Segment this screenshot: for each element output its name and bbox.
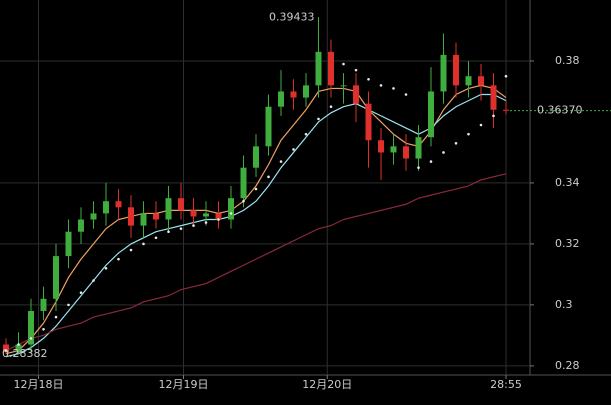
sar-dot <box>267 175 270 179</box>
sar-dot <box>92 279 95 282</box>
candle-body <box>503 109 509 111</box>
sar-dot <box>504 74 508 78</box>
sar-dot <box>417 166 420 169</box>
candle-body <box>315 51 322 86</box>
y-tick-label: 0.28 <box>555 359 580 372</box>
candle-body <box>278 91 284 107</box>
sar-dot <box>467 132 470 136</box>
sar-dot <box>442 151 445 154</box>
last-price-label: 0.36370 <box>537 104 583 117</box>
moving-average <box>5 93 507 358</box>
sar-dot <box>479 123 483 127</box>
sar-dot <box>4 349 8 352</box>
sar-dot <box>204 221 208 224</box>
candle-body <box>53 256 59 299</box>
sar-dot <box>229 212 233 215</box>
candle-body <box>378 140 384 153</box>
sar-dot <box>304 132 308 136</box>
moving-average <box>5 173 507 352</box>
candle-body <box>453 54 459 86</box>
sar-dot <box>217 218 220 221</box>
x-tick-label: 12月19日 <box>159 378 209 391</box>
sar-dot <box>342 62 345 66</box>
y-tick-label: 0.34 <box>555 176 580 189</box>
sar-dot <box>279 160 283 163</box>
candle-body <box>103 201 109 214</box>
sar-dot <box>492 114 495 118</box>
max-label: 0.39433 <box>269 10 315 23</box>
candle-body <box>440 54 447 92</box>
sar-dot <box>142 242 145 246</box>
sar-dot <box>329 105 333 109</box>
candle-body <box>3 344 9 353</box>
candle-body <box>328 51 334 86</box>
candle-body <box>190 210 197 217</box>
candle-body <box>128 207 134 226</box>
x-tick-label: 12月18日 <box>14 378 64 391</box>
sar-dot <box>129 248 133 252</box>
candle-body <box>403 146 409 159</box>
candle-body <box>15 344 22 353</box>
candle-body <box>115 201 122 208</box>
candle-body <box>165 198 172 220</box>
moving-average <box>5 84 507 355</box>
candle-body <box>140 213 147 226</box>
candle-body <box>290 91 297 98</box>
y-tick-label: 0.38 <box>555 54 580 67</box>
y-tick-label: 0.3 <box>555 298 573 311</box>
sar-dot <box>54 315 58 319</box>
sar-dot <box>404 93 408 96</box>
candle-body <box>153 213 159 220</box>
candle-body <box>90 213 97 220</box>
candle-body <box>215 213 222 220</box>
sar-dot <box>192 224 195 227</box>
sar-dot <box>429 160 433 163</box>
sar-dot <box>367 77 370 81</box>
candle-body <box>65 231 72 257</box>
sar-dot <box>354 68 358 72</box>
candle-body <box>303 85 309 98</box>
candle-body <box>228 198 234 220</box>
candle-body <box>365 103 372 141</box>
sar-dot <box>292 148 295 151</box>
candle-body <box>415 137 422 159</box>
candle-body <box>390 146 397 153</box>
candle-body <box>353 85 359 104</box>
x-tick-label: 28:55 <box>490 378 522 391</box>
sar-dot <box>17 343 20 346</box>
candle-body <box>28 310 34 345</box>
sar-dot <box>254 187 258 191</box>
candle-body <box>340 85 347 87</box>
candle-body <box>490 85 497 110</box>
candle-body <box>428 91 434 138</box>
candle-body <box>465 76 472 86</box>
sar-dot <box>29 337 33 340</box>
sar-dot <box>179 227 183 230</box>
sar-dot <box>42 327 45 331</box>
y-tick-label: 0.32 <box>555 237 580 250</box>
sar-dot <box>242 199 245 203</box>
sar-dot <box>317 117 320 121</box>
sar-dot <box>67 303 70 307</box>
candle-body <box>240 167 247 199</box>
candle-body <box>265 106 272 147</box>
sar-dot <box>167 230 170 234</box>
sar-dot <box>392 87 395 90</box>
sar-dot <box>154 236 158 240</box>
sar-dot <box>79 291 83 294</box>
candle-body <box>78 219 84 232</box>
x-tick-label: 12月20日 <box>302 378 352 391</box>
sar-dot <box>454 141 458 145</box>
sar-dot <box>117 257 120 261</box>
candle-body <box>40 298 47 311</box>
candle-body <box>478 76 484 86</box>
min-label: 0.28382 <box>2 347 48 360</box>
candle-body <box>178 198 184 211</box>
candle-body <box>253 146 259 168</box>
sar-dot <box>379 84 383 87</box>
candle-body <box>203 213 209 217</box>
sar-dot <box>104 266 108 270</box>
